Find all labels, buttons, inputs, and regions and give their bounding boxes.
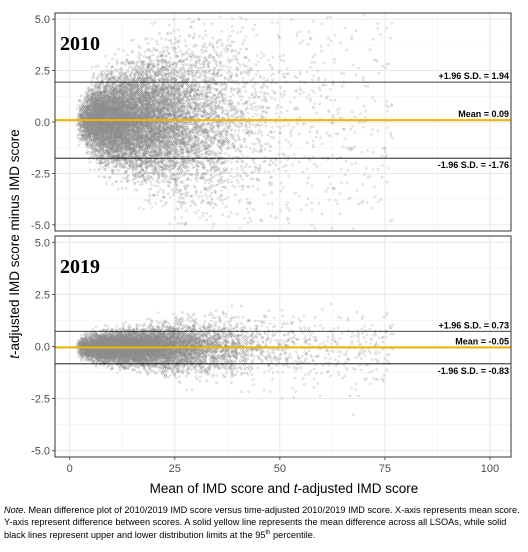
y-tick-label: -5.0	[31, 220, 50, 232]
note-text: . Mean difference plot of 2010/2019 IMD …	[4, 505, 520, 540]
y-tick-label: 0.0	[35, 117, 50, 129]
note-superscript: th	[265, 529, 271, 536]
note-text-end: percentile.	[270, 529, 316, 540]
y-tick-label: 5.0	[35, 14, 50, 26]
y-tick-label: -2.5	[31, 394, 50, 406]
panel-2019: +1.96 S.D. = 0.73 Mean = -0.05 -1.96 S.D. …	[31, 235, 512, 458]
scatter-points	[75, 13, 395, 231]
x-tick-label: 75	[379, 463, 391, 475]
note-label: Note	[4, 505, 24, 515]
mean-difference-figure: +1.96 S.D. = 1.94 Mean = 0.09 -1.96 S.D. =…	[7, 12, 512, 496]
y-tick-label: -2.5	[31, 168, 50, 180]
scatter-points	[74, 302, 395, 417]
x-tick-label: 50	[274, 463, 286, 475]
panel-2010: +1.96 S.D. = 1.94 Mean = 0.09 -1.96 S.D. =…	[31, 12, 512, 232]
lower-limit-label: -1.96 S.D. = -0.83	[438, 366, 509, 376]
x-tick-label: 0	[67, 463, 73, 475]
figure-note: Note. Mean difference plot of 2010/2019 …	[4, 504, 526, 541]
panel-title: 2010	[60, 33, 100, 55]
lower-limit-label: -1.96 S.D. = -1.76	[438, 160, 509, 170]
mean-label: Mean = 0.09	[458, 109, 509, 119]
y-tick-label: 2.5	[35, 66, 50, 78]
x-tick-label: 25	[169, 463, 181, 475]
x-tick-label: 100	[481, 463, 499, 475]
mean-label: Mean = -0.05	[455, 337, 509, 347]
x-axis-title: Mean of IMD score and t-adjusted IMD sco…	[150, 481, 419, 496]
upper-limit-label: +1.96 S.D. = 0.73	[438, 320, 509, 330]
y-axis-title: t-adjusted IMD score minus IMD score	[7, 129, 22, 359]
y-tick-label: -5.0	[31, 446, 50, 458]
y-tick-label: 0.0	[35, 342, 50, 354]
y-tick-label: 5.0	[35, 237, 50, 249]
panels: +1.96 S.D. = 1.94 Mean = 0.09 -1.96 S.D. =…	[31, 12, 512, 475]
upper-limit-label: +1.96 S.D. = 1.94	[438, 71, 509, 81]
y-tick-label: 2.5	[35, 289, 50, 301]
panel-title: 2019	[60, 256, 100, 278]
